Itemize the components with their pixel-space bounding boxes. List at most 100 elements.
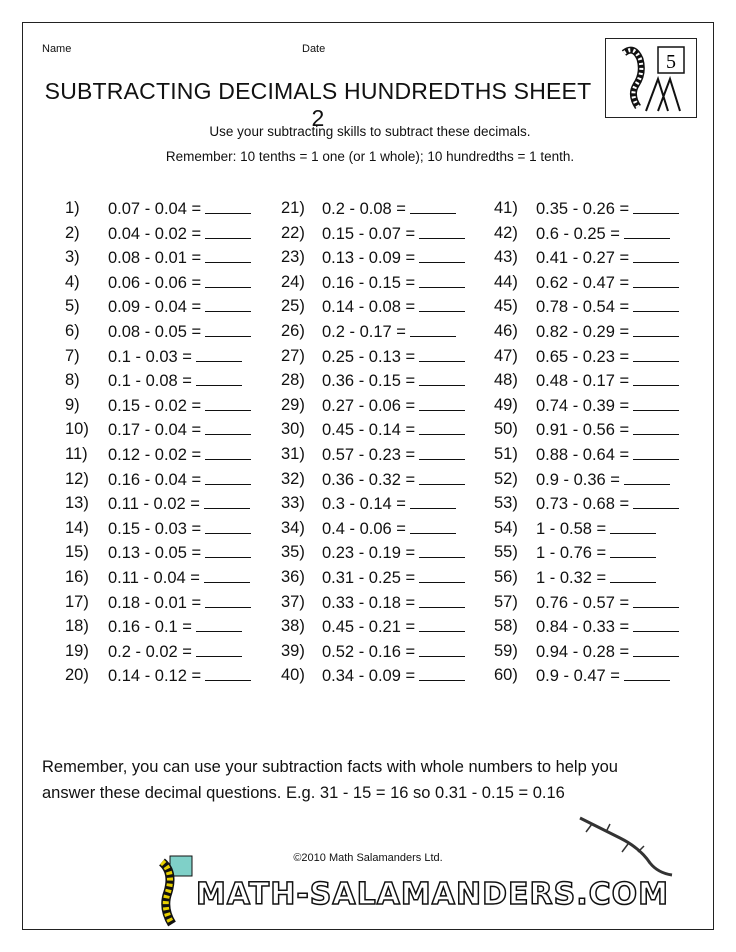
problem-expression: 0.74 - 0.39 = [536, 396, 680, 416]
answer-blank[interactable] [633, 297, 680, 313]
problem-expression: 0.2 - 0.02 = [108, 642, 242, 662]
problem-number: 29) [281, 395, 305, 414]
answer-blank[interactable] [195, 347, 242, 362]
problem-number: 50) [494, 420, 518, 439]
answer-blank[interactable] [419, 543, 466, 559]
answer-blank[interactable] [633, 420, 680, 436]
answer-blank[interactable] [633, 396, 680, 411]
answer-blank[interactable] [633, 642, 680, 657]
answer-blank[interactable] [205, 666, 252, 682]
answer-blank[interactable] [633, 248, 680, 264]
answer-blank[interactable] [623, 224, 670, 239]
answer-blank[interactable] [205, 322, 252, 337]
problem-expression: 0.2 - 0.17 = [322, 322, 456, 342]
answer-blank[interactable] [633, 617, 680, 633]
problem-number: 30) [281, 420, 305, 439]
answer-blank[interactable] [419, 248, 466, 264]
answer-blank[interactable] [419, 642, 466, 657]
problem-expression: 0.6 - 0.25 = [536, 224, 670, 244]
answer-blank[interactable] [419, 666, 466, 682]
problem-number: 18) [65, 617, 89, 636]
answer-blank[interactable] [205, 224, 252, 239]
answer-blank[interactable] [633, 593, 680, 608]
problem-number: 16) [65, 568, 89, 586]
answer-blank[interactable] [623, 470, 670, 485]
answer-blank[interactable] [419, 396, 466, 411]
salamander-logo: 5 [605, 38, 697, 118]
problem-expression: 0.4 - 0.06 = [322, 519, 456, 539]
problem-number: 13) [65, 494, 89, 513]
answer-blank[interactable] [633, 371, 680, 387]
problem-expression: 0.3 - 0.14 = [322, 494, 456, 514]
problem-expression: 0.18 - 0.01 = [108, 593, 252, 613]
problem-number: 35) [281, 543, 305, 562]
answer-blank[interactable] [610, 543, 657, 559]
answer-blank[interactable] [205, 593, 252, 608]
answer-blank[interactable] [623, 666, 670, 682]
answer-blank[interactable] [203, 494, 250, 510]
problem-number: 11) [65, 445, 88, 463]
answer-blank[interactable] [633, 273, 680, 288]
answer-blank[interactable] [205, 297, 252, 313]
answer-blank[interactable] [419, 568, 466, 583]
footer-note-line-2: answer these decimal questions. E.g. 31 … [42, 784, 565, 802]
problem-expression: 0.07 - 0.04 = [108, 199, 252, 219]
answer-blank[interactable] [205, 445, 252, 460]
problem-expression: 0.15 - 0.02 = [108, 396, 252, 416]
problem-number: 15) [65, 543, 89, 562]
problem-number: 52) [494, 469, 518, 488]
answer-blank[interactable] [633, 494, 680, 510]
problem-number: 43) [494, 248, 518, 267]
answer-blank[interactable] [205, 519, 252, 534]
problem-number: 21) [281, 199, 305, 217]
problem-expression: 0.78 - 0.54 = [536, 297, 680, 317]
problem-number: 59) [494, 641, 518, 660]
answer-blank[interactable] [419, 445, 466, 460]
answer-blank[interactable] [419, 224, 466, 239]
answer-blank[interactable] [409, 199, 456, 214]
answer-blank[interactable] [610, 568, 657, 583]
answer-blank[interactable] [633, 322, 680, 337]
answer-blank[interactable] [205, 470, 252, 485]
answer-blank[interactable] [203, 568, 250, 583]
answer-blank[interactable] [610, 519, 657, 534]
answer-blank[interactable] [419, 371, 466, 387]
problem-number: 5) [65, 297, 80, 316]
answer-blank[interactable] [195, 371, 242, 387]
answer-blank[interactable] [419, 347, 466, 362]
salamander-drawing-icon [579, 816, 673, 877]
answer-blank[interactable] [419, 273, 466, 288]
answer-blank[interactable] [205, 543, 252, 559]
answer-blank[interactable] [205, 273, 252, 288]
answer-blank[interactable] [419, 593, 466, 608]
problem-number: 19) [65, 641, 89, 660]
answer-blank[interactable] [633, 445, 680, 460]
answer-blank[interactable] [633, 199, 680, 214]
answer-blank[interactable] [419, 420, 466, 436]
problem-number: 56) [494, 568, 518, 586]
answer-blank[interactable] [409, 494, 456, 510]
answer-blank[interactable] [419, 470, 466, 485]
problem-expression: 0.65 - 0.23 = [536, 347, 680, 367]
answer-blank[interactable] [409, 519, 456, 534]
problem-number: 1) [65, 199, 80, 217]
answer-blank[interactable] [205, 199, 252, 214]
name-label: Name [42, 43, 72, 55]
problem-number: 27) [281, 346, 305, 365]
answer-blank[interactable] [419, 297, 466, 313]
answer-blank[interactable] [205, 396, 252, 411]
problem-expression: 0.31 - 0.25 = [322, 568, 466, 588]
problem-expression: 0.15 - 0.07 = [322, 224, 466, 244]
answer-blank[interactable] [205, 420, 252, 436]
answer-blank[interactable] [195, 642, 242, 657]
problem-expression: 0.08 - 0.01 = [108, 248, 252, 268]
answer-blank[interactable] [633, 347, 680, 362]
answer-blank[interactable] [409, 322, 456, 337]
problem-expression: 0.16 - 0.1 = [108, 617, 242, 637]
answer-blank[interactable] [195, 617, 242, 633]
problem-number: 31) [281, 445, 305, 463]
answer-blank[interactable] [419, 617, 466, 633]
problem-number: 12) [65, 469, 89, 488]
answer-blank[interactable] [205, 248, 252, 264]
problem-expression: 0.62 - 0.47 = [536, 273, 680, 293]
